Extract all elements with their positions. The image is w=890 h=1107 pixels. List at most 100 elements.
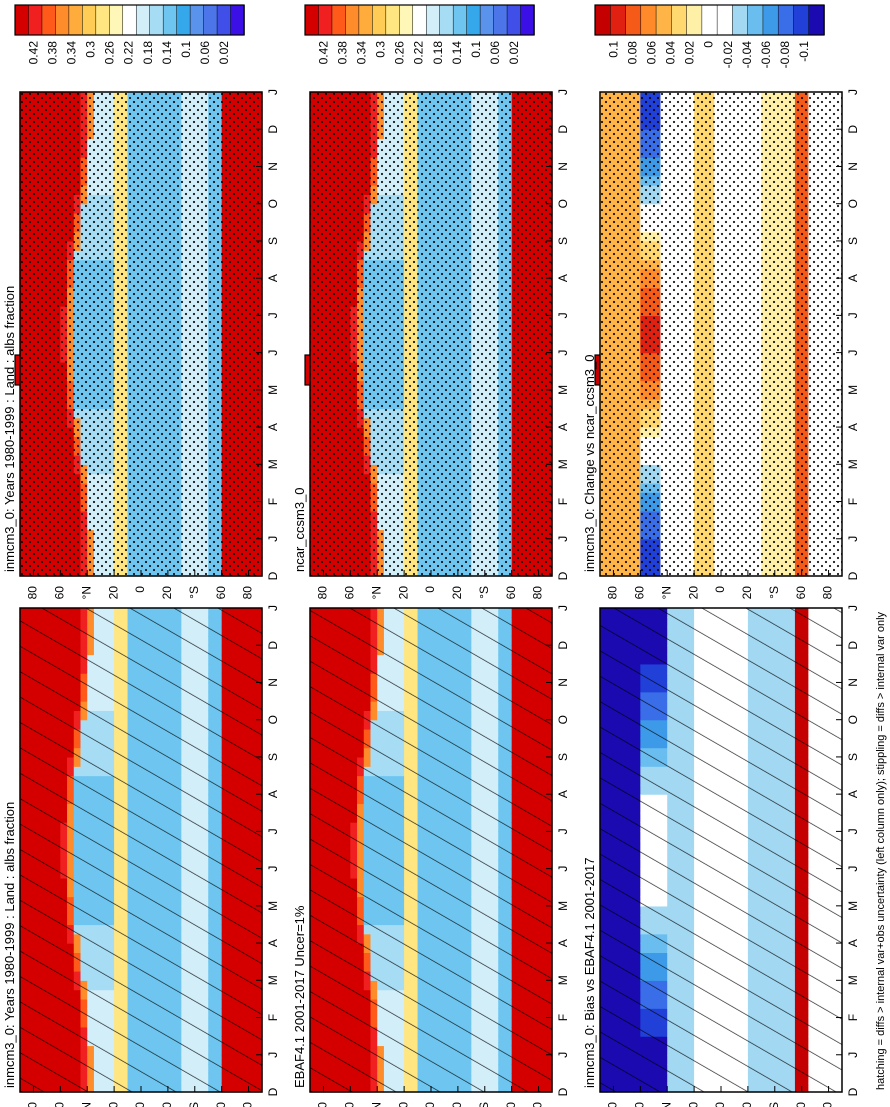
colorbar-tick-label: 0.38 [45, 41, 59, 65]
x-tick-label: J [266, 89, 280, 95]
colorbar-swatch [412, 4, 427, 36]
colorbar-tick-label: 0.08 [625, 41, 639, 65]
colorbar-frame [594, 4, 825, 36]
colorbar-frame [14, 4, 245, 36]
y-tick-label: 60 [53, 586, 67, 600]
x-tick-label: O [266, 715, 280, 724]
x-tick-label: D [266, 571, 280, 580]
colorbar-tick-label: -0.1 [797, 41, 811, 62]
colorbar-swatch [345, 4, 360, 36]
x-tick-label: F [266, 1014, 280, 1021]
colorbar-swatch [216, 4, 232, 36]
heatmap-panel-1: DJFMAMJJASONDJ8060°N20020°S6080inmcm3_0:… [2, 605, 280, 1107]
x-tick-label: M [266, 975, 280, 985]
x-tick-label: N [266, 162, 280, 171]
colorbar-swatch [762, 4, 779, 36]
x-tick-label: D [266, 1087, 280, 1096]
colorbar-tick-label: 0.1 [469, 41, 483, 58]
colorbar-swatch [304, 4, 320, 36]
colorbar-swatch [493, 4, 508, 36]
colorbar-swatch [109, 4, 124, 36]
x-tick-label: J [266, 312, 280, 318]
colorbar-tick-label: 0.26 [393, 41, 407, 65]
x-tick-label: J [266, 350, 280, 356]
colorbar-swatch [701, 4, 718, 36]
colorbar-swatch [777, 4, 795, 36]
colorbar-swatch [358, 4, 374, 36]
footnote: hatching = diffs > internal var+obs unce… [875, 611, 887, 1090]
colorbar-tick-label: 0.22 [122, 41, 136, 65]
colorbar-swatch [425, 4, 441, 36]
colorbar-tick-label: 0.14 [450, 41, 464, 65]
colorbar-swatch [747, 4, 764, 36]
colorbar-swatch [55, 4, 70, 36]
y-tick-label: 80 [241, 586, 255, 600]
colorbar-swatch [594, 4, 612, 36]
colorbar-swatch [95, 4, 111, 36]
colorbar-tick-label: 0.3 [374, 41, 388, 58]
hatching-overlay [20, 608, 262, 1092]
colorbar-swatch [640, 4, 657, 36]
colorbar-swatch [203, 4, 218, 36]
colorbar-swatch [162, 4, 178, 36]
colorbar-swatch [68, 4, 84, 36]
y-tick-label: 60 [214, 1102, 228, 1107]
y-tick-label: 20 [160, 1102, 174, 1107]
x-tick-label: J [266, 1052, 280, 1058]
y-tick-label: 20 [106, 586, 120, 600]
y-hemisphere-label: °S [187, 586, 201, 599]
colorbar-tick-label: 0.02 [507, 41, 521, 65]
colorbar-swatch [610, 4, 627, 36]
colorbar-swatch [28, 4, 43, 36]
colorbar-tick-label: 0.42 [316, 41, 330, 65]
colorbar-swatch [230, 4, 245, 36]
colorbar-tick-label: -0.06 [759, 41, 773, 69]
colorbar-tick-label: 0.18 [141, 41, 155, 65]
colorbar-swatch [686, 4, 703, 36]
colorbar-swatch [466, 4, 481, 36]
colorbar-swatch [41, 4, 57, 36]
colorbar-tick-label: 0.06 [198, 41, 212, 65]
colorbar-tick-label: 0.02 [217, 41, 231, 65]
colorbar-tick-label: 0.38 [335, 41, 349, 65]
colorbar-tick-label: 0 [702, 41, 716, 48]
x-tick-label: S [266, 237, 280, 245]
colorbar-swatch [399, 4, 414, 36]
colorbar-swatch [506, 4, 522, 36]
y-tick-label: 80 [241, 1102, 255, 1107]
x-tick-label: A [266, 939, 280, 947]
panel-title: inmcm3_0: Years 1980-1999 : Land : albs … [2, 802, 17, 1088]
colorbar-swatch [176, 4, 191, 36]
x-tick-label: J [266, 828, 280, 834]
colorbar-tick-label: -0.08 [778, 41, 792, 69]
x-tick-label: A [266, 790, 280, 798]
x-tick-label: D [266, 125, 280, 134]
x-tick-label: D [266, 641, 280, 650]
colorbar-frame [304, 4, 535, 36]
colorbar-tick-label: 0.1 [606, 41, 620, 58]
colorbar-tick-label: 0.06 [644, 41, 658, 65]
x-tick-label: N [266, 678, 280, 687]
colorbar-tick-label: 0.3 [84, 41, 98, 58]
colorbar-swatch [732, 4, 749, 36]
x-tick-label: J [266, 605, 280, 611]
y-hemisphere-label: °N [79, 586, 93, 599]
y-tick-label: 80 [26, 586, 40, 600]
colorbar-swatch [625, 4, 642, 36]
colorbar-tick-label: 0.26 [103, 41, 117, 65]
x-tick-label: J [266, 866, 280, 872]
colorbar-swatch [439, 4, 454, 36]
colorbar-swatch [452, 4, 468, 36]
y-tick-label: 20 [106, 1102, 120, 1107]
x-tick-label: S [266, 753, 280, 761]
x-tick-label: J [266, 536, 280, 542]
x-tick-label: M [266, 385, 280, 395]
colorbar-swatch [149, 4, 164, 36]
colorbar-tick-label: 0.34 [354, 41, 368, 65]
colorbar-swatch [318, 4, 333, 36]
